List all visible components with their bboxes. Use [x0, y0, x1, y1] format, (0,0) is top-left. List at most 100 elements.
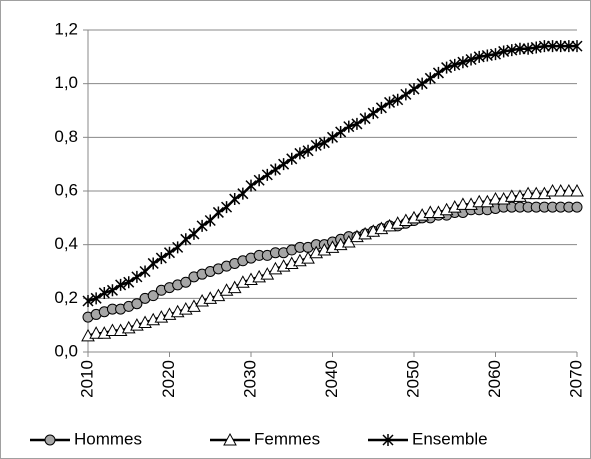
x-tick-label: 2010	[77, 360, 96, 398]
y-tick-label: 0,0	[54, 341, 78, 360]
marker	[302, 144, 314, 157]
marker	[545, 183, 560, 197]
marker-shape	[229, 193, 241, 206]
marker	[521, 186, 535, 200]
marker	[115, 278, 127, 291]
marker-shape	[123, 276, 135, 289]
marker-shape	[90, 292, 102, 305]
marker	[456, 197, 470, 210]
marker-shape	[196, 219, 208, 232]
marker	[326, 131, 339, 144]
marker-shape	[261, 168, 273, 181]
marker-shape	[392, 93, 404, 106]
marker	[343, 120, 355, 133]
marker-shape	[408, 83, 420, 96]
legend-label: Ensemble	[412, 429, 488, 448]
marker	[212, 206, 224, 219]
x-tick-label: 2070	[566, 360, 585, 398]
marker	[223, 432, 237, 446]
marker-shape	[416, 77, 428, 90]
marker	[423, 205, 438, 218]
marker-shape	[115, 278, 127, 291]
marker	[294, 147, 306, 160]
marker-shape	[286, 152, 298, 165]
marker	[472, 194, 487, 208]
marker-shape	[269, 163, 281, 176]
marker	[382, 434, 394, 446]
marker	[196, 219, 208, 232]
marker-shape	[335, 125, 347, 138]
marker	[514, 42, 526, 55]
marker-shape	[131, 298, 143, 310]
marker	[547, 40, 559, 53]
marker	[367, 107, 379, 120]
marker	[457, 56, 469, 69]
marker-shape	[562, 183, 576, 197]
y-tick-label: 0,2	[54, 288, 78, 307]
marker-shape	[180, 233, 192, 246]
marker-shape	[504, 189, 519, 202]
marker	[449, 58, 461, 71]
marker	[180, 233, 192, 246]
marker	[408, 83, 420, 96]
marker	[310, 139, 322, 152]
marker	[286, 152, 298, 165]
marker-shape	[106, 284, 118, 297]
marker	[384, 96, 396, 109]
marker-shape	[294, 147, 306, 160]
marker-shape	[514, 42, 526, 55]
x-tick-label: 2030	[240, 360, 259, 398]
y-tick-label: 0,4	[54, 234, 78, 253]
marker	[400, 88, 412, 101]
marker-shape	[545, 183, 560, 197]
legend-label: Femmes	[254, 429, 320, 448]
marker-shape	[212, 206, 224, 219]
marker	[504, 189, 519, 202]
marker	[488, 192, 503, 205]
marker	[278, 158, 290, 171]
marker-shape	[147, 257, 159, 270]
marker	[351, 117, 363, 130]
marker-shape	[424, 72, 436, 85]
marker	[98, 286, 110, 299]
marker-shape	[245, 179, 257, 192]
marker-shape	[82, 295, 94, 308]
marker-shape	[326, 131, 339, 144]
marker	[90, 292, 102, 305]
y-tick-label: 1,0	[54, 73, 78, 92]
marker	[261, 168, 273, 181]
marker-shape	[563, 40, 575, 53]
marker-shape	[571, 201, 583, 213]
marker	[82, 295, 94, 308]
marker	[465, 53, 477, 66]
marker	[359, 112, 371, 125]
marker	[105, 323, 120, 337]
marker	[571, 40, 583, 53]
marker-shape	[529, 186, 544, 200]
x-tick-label: 2060	[485, 360, 504, 398]
marker	[163, 246, 176, 259]
marker-shape	[131, 270, 143, 283]
marker	[424, 72, 436, 85]
marker-shape	[163, 246, 176, 259]
marker	[432, 66, 444, 79]
marker-shape	[89, 326, 103, 339]
marker-shape	[400, 88, 412, 101]
marker-shape	[489, 48, 502, 61]
marker	[416, 77, 428, 90]
marker	[89, 326, 103, 339]
marker	[155, 252, 167, 265]
marker	[529, 186, 544, 200]
legend-label: Hommes	[74, 429, 142, 448]
marker	[245, 179, 257, 192]
marker	[562, 183, 576, 197]
marker	[553, 183, 568, 197]
marker-shape	[180, 276, 192, 288]
marker	[229, 193, 241, 206]
marker	[441, 61, 453, 74]
marker-shape	[488, 192, 503, 205]
marker	[44, 434, 56, 446]
marker-shape	[441, 61, 453, 74]
x-tick-label: 2020	[159, 360, 178, 398]
marker	[489, 48, 502, 61]
